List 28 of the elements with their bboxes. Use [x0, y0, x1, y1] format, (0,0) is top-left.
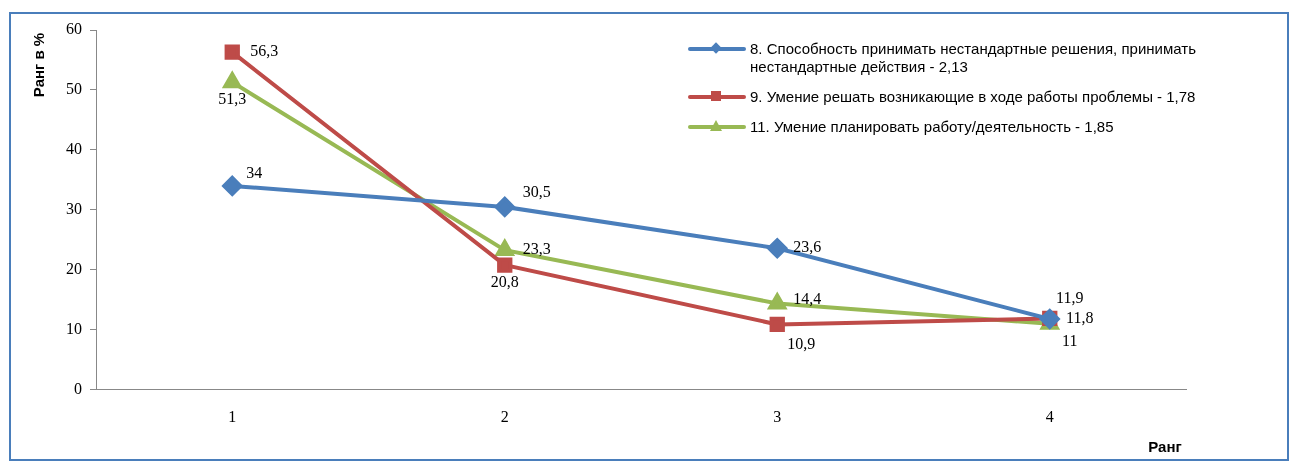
x-tick-label: 3	[773, 407, 782, 425]
y-tick-label: 0	[74, 380, 82, 397]
y-tick-label: 10	[66, 320, 82, 338]
data-label: 23,6	[793, 238, 822, 256]
data-label: 11,9	[1056, 288, 1084, 306]
y-tick-label: 60	[66, 20, 82, 38]
x-tick-label: 4	[1045, 407, 1054, 425]
y-axis-title: Ранг в %	[30, 32, 48, 98]
x-axis-title: Ранг	[1148, 438, 1182, 456]
legend-label: 9. Умение решать возникающие в ходе работы проблемы - 1,78	[750, 88, 1196, 106]
data-label: 14,4	[793, 289, 822, 307]
data-label: 56,3	[250, 42, 279, 60]
data-label: 30,5	[522, 183, 551, 201]
y-tick-label: 40	[66, 140, 82, 158]
data-label: 11,8	[1066, 309, 1094, 327]
legend-label: 8. Способность принимать нестандартные решения, принимать нестандартные действия - 2,13	[750, 40, 1197, 76]
data-label: 11	[1062, 332, 1078, 350]
legend-label: 11. Умение планировать работу/деятельность - 1,85	[750, 118, 1114, 136]
data-label: 20,8	[490, 273, 519, 291]
y-tick-label: 50	[66, 80, 82, 98]
y-tick-label: 20	[66, 260, 82, 278]
data-label: 34	[246, 164, 263, 182]
x-tick-label: 1	[228, 407, 237, 425]
data-label: 10,9	[787, 334, 816, 352]
x-tick-label: 2	[500, 407, 509, 425]
data-label: 23,3	[522, 240, 551, 258]
y-tick-label: 30	[66, 200, 82, 218]
data-label: 51,3	[218, 90, 247, 108]
